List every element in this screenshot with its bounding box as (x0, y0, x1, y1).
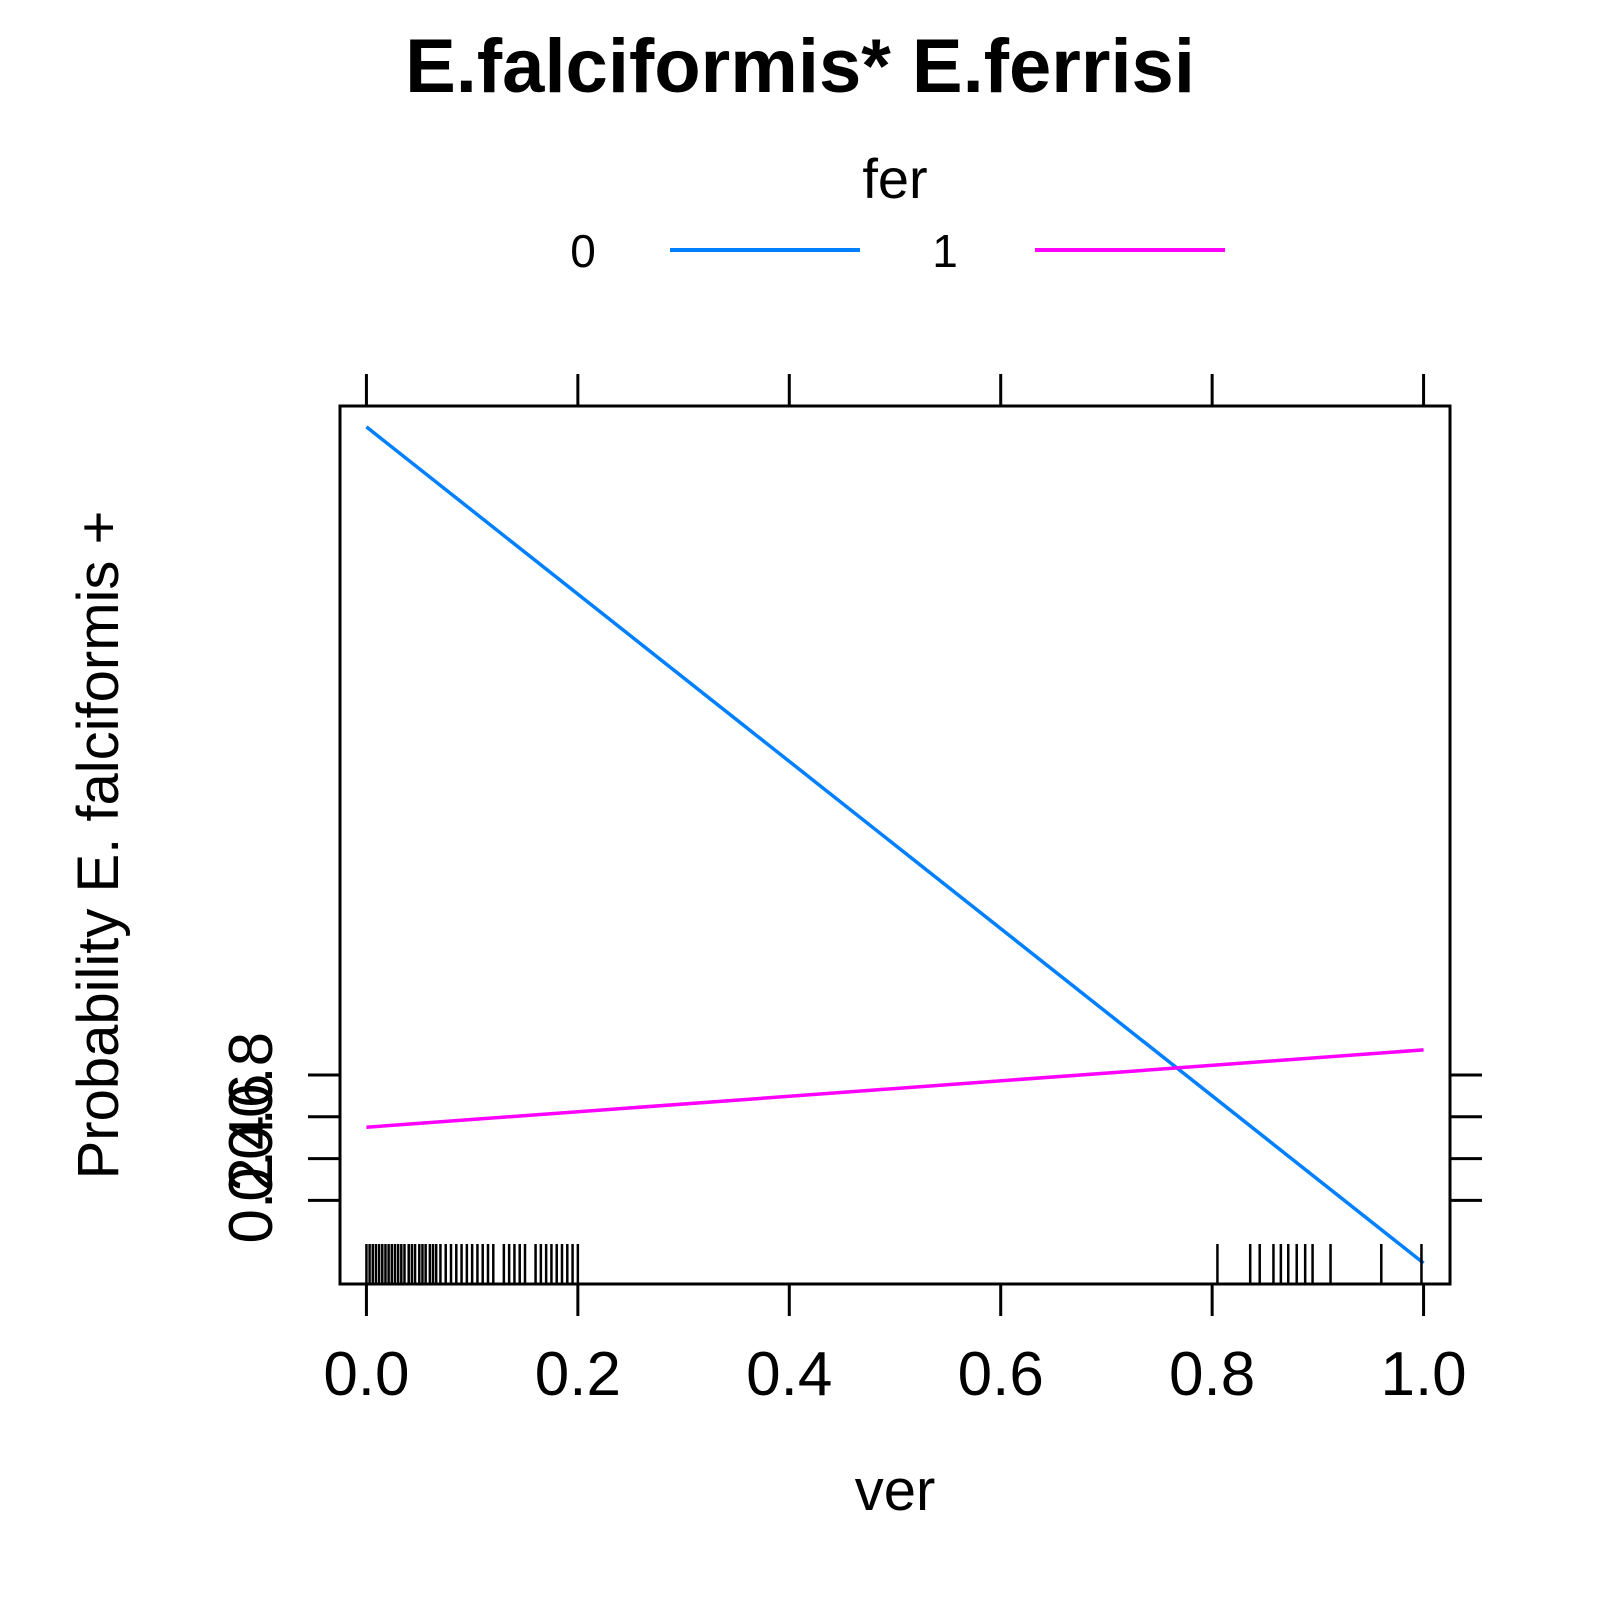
x-axis-top-ticks (364, 374, 1426, 406)
legend: fer 0 1 (570, 147, 1225, 277)
x-tick-label: 0.2 (535, 1340, 621, 1409)
y-tick-label: 0.8 (217, 1032, 286, 1118)
y-axis-right-ticks (1450, 1073, 1482, 1202)
legend-label-1: 1 (932, 225, 958, 277)
plot-frame (338, 404, 1452, 1286)
y-tick-label: 0.6 (217, 1074, 286, 1160)
x-tick-label: 0.8 (1169, 1340, 1255, 1409)
y-tick-label: 0.4 (217, 1115, 286, 1201)
x-axis-tick-labels: 0.0 0.2 0.4 0.6 0.8 1.0 (323, 1340, 1466, 1409)
series-line-0 (365, 425, 1425, 1265)
x-tick-label: 1.0 (1380, 1340, 1466, 1409)
series-layer (365, 425, 1425, 1265)
x-tick-label: 0.4 (746, 1340, 832, 1409)
y-axis-label: Probability E. falciformis + (66, 511, 131, 1180)
x-tick-label: 0.6 (958, 1340, 1044, 1409)
x-axis-bottom-ticks (364, 1284, 1426, 1316)
y-axis-left-ticks (308, 1073, 340, 1202)
series-line-1 (366, 1048, 1424, 1129)
legend-title: fer (862, 147, 927, 210)
rug-layer (365, 1244, 1423, 1284)
x-tick-label: 0.0 (323, 1340, 409, 1409)
y-tick-label: 0.2 (217, 1157, 286, 1243)
y-axis-tick-labels: 0.20.40.60.8 (217, 1032, 286, 1244)
x-axis-label: ver (855, 1458, 936, 1523)
legend-label-0: 0 (570, 225, 596, 277)
chart-title: E.falciformis* E.ferrisi (405, 24, 1195, 109)
